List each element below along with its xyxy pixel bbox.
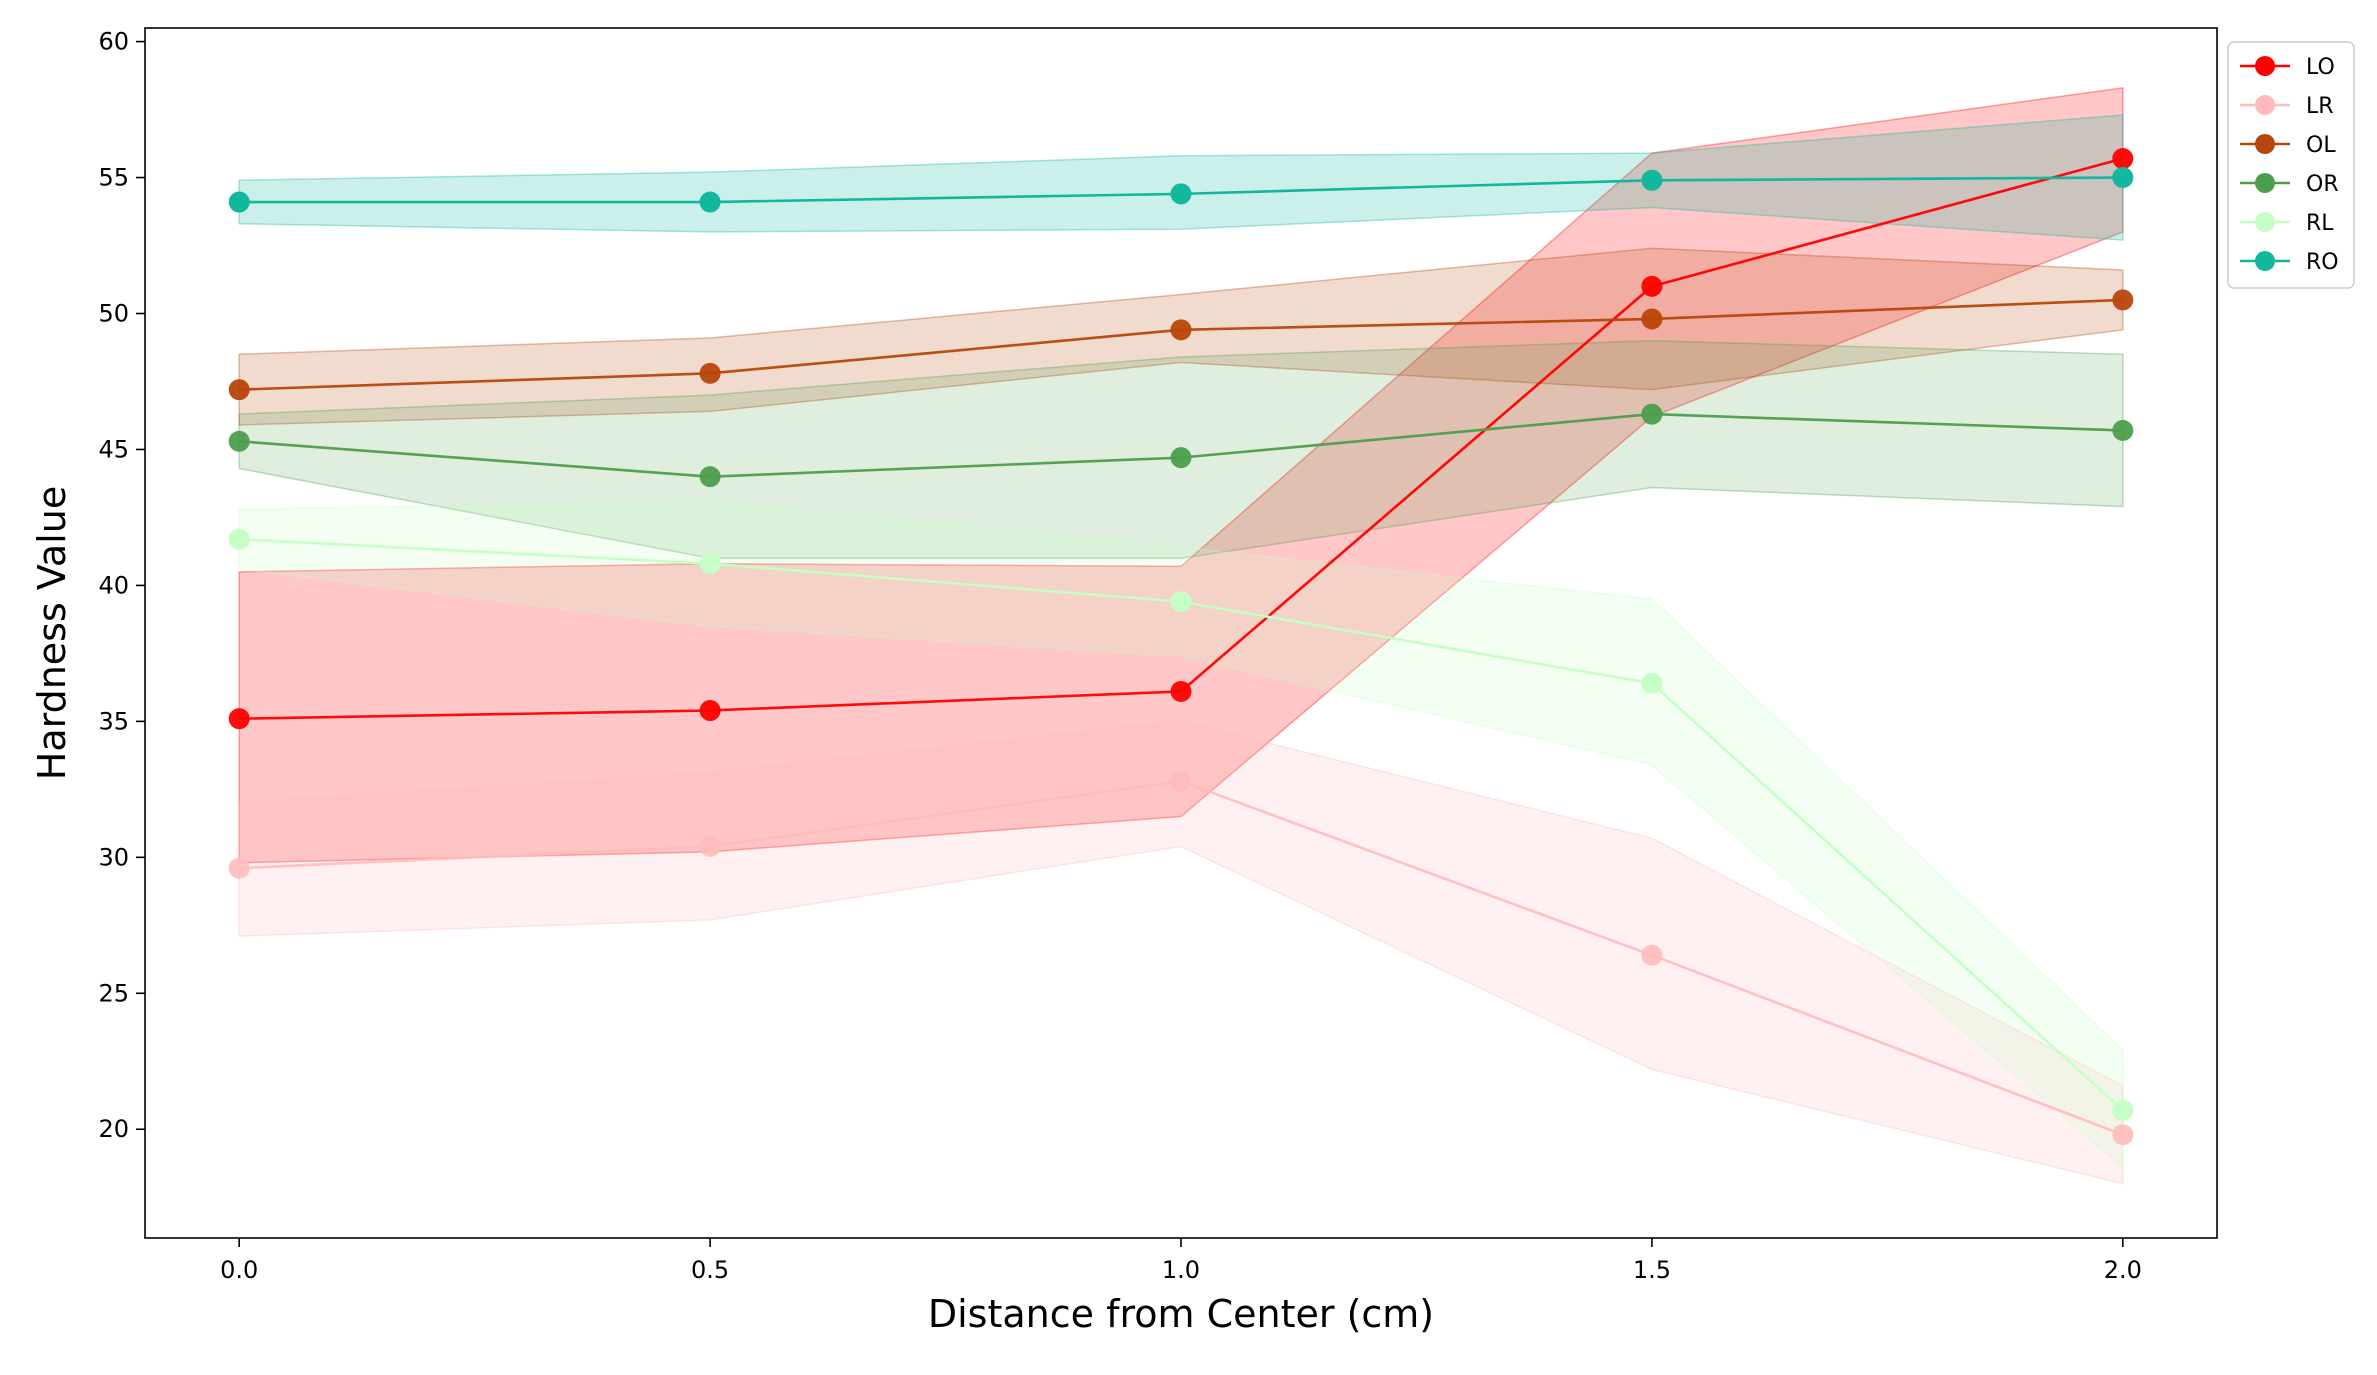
band-rl: [238, 500, 2124, 1169]
point-lr-2: [1170, 770, 1192, 792]
legend-label-ro: RO: [2306, 250, 2339, 275]
point-lo-2: [1170, 680, 1192, 702]
y-tick-label: 20: [98, 1115, 129, 1143]
legend-label-or: OR: [2306, 172, 2339, 197]
x-axis-label: Distance from Center (cm): [928, 1292, 1434, 1336]
y-tick-label: 40: [98, 571, 129, 599]
legend-marker-lr: [2255, 95, 2275, 115]
y-tick-label: 35: [98, 707, 129, 735]
series-points: [228, 148, 2134, 1146]
point-rl-4: [2112, 1099, 2134, 1121]
legend-marker-or: [2255, 173, 2275, 193]
point-lo-1: [699, 699, 721, 721]
point-ro-1: [699, 191, 721, 213]
x-axis: 0.0 0.5 1.0 1.5 2.0: [220, 1238, 2142, 1284]
point-ro-2: [1170, 183, 1192, 205]
point-lo-4: [2112, 148, 2134, 170]
y-tick-label: 25: [98, 979, 129, 1007]
legend-label-lr: LR: [2306, 94, 2334, 119]
y-tick-label: 55: [98, 164, 129, 192]
point-lr-1: [699, 835, 721, 857]
point-ol-1: [699, 362, 721, 384]
point-lo-0: [228, 708, 250, 730]
legend-marker-lo: [2255, 56, 2275, 76]
point-ro-4: [2112, 167, 2134, 189]
point-ol-3: [1641, 308, 1663, 330]
x-tick-label: 0.0: [220, 1256, 258, 1284]
point-ol-4: [2112, 289, 2134, 311]
point-ro-3: [1641, 169, 1663, 191]
y-axis: 20 25 30 35 40 45 50 55 60: [98, 28, 145, 1143]
point-rl-1: [699, 553, 721, 575]
point-ol-2: [1170, 319, 1192, 341]
point-ro-0: [228, 191, 250, 213]
x-tick-label: 1.0: [1162, 1256, 1200, 1284]
point-rl-2: [1170, 591, 1192, 613]
x-tick-label: 2.0: [2104, 1256, 2142, 1284]
y-tick-label: 60: [98, 28, 129, 56]
point-lr-0: [228, 857, 250, 879]
point-rl-0: [228, 528, 250, 550]
point-or-0: [228, 430, 250, 452]
y-tick-label: 50: [98, 300, 129, 328]
point-lr-4: [2112, 1124, 2134, 1146]
point-or-2: [1170, 447, 1192, 469]
y-tick-label: 30: [98, 843, 129, 871]
legend-marker-ro: [2255, 251, 2275, 271]
legend-label-rl: RL: [2306, 211, 2334, 236]
point-rl-3: [1641, 672, 1663, 694]
point-or-3: [1641, 403, 1663, 425]
legend-marker-ol: [2255, 134, 2275, 154]
y-axis-label: Hardness Value: [30, 486, 74, 780]
legend-label-ol: OL: [2306, 133, 2336, 158]
point-lr-3: [1641, 944, 1663, 966]
x-tick-label: 0.5: [691, 1256, 729, 1284]
point-or-1: [699, 466, 721, 488]
y-tick-label: 45: [98, 435, 129, 463]
point-ol-0: [228, 379, 250, 401]
x-tick-label: 1.5: [1633, 1256, 1671, 1284]
confidence-bands: [238, 86, 2124, 1185]
legend-label-lo: LO: [2306, 55, 2335, 80]
point-or-4: [2112, 419, 2134, 441]
legend: LO LR OL OR RL RO: [2227, 41, 2355, 289]
point-lo-3: [1641, 275, 1663, 297]
legend-marker-rl: [2255, 212, 2275, 232]
